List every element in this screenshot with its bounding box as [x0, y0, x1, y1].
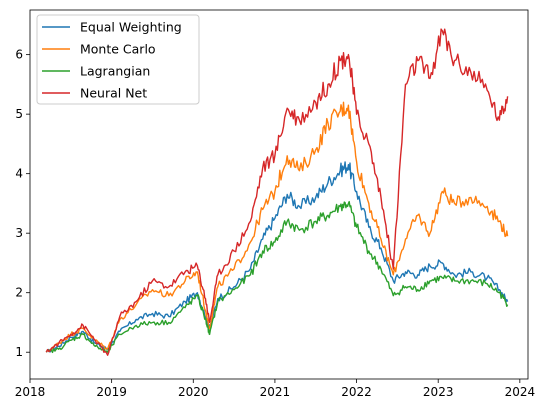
y-tick-label: 5 [15, 107, 23, 121]
y-tick-label: 3 [15, 226, 23, 240]
plot-frame [29, 9, 529, 380]
legend: Equal Weighting Monte Carlo Lagrangian Neur… [36, 14, 200, 105]
x-tick-label: 2024 [505, 385, 536, 399]
x-tick-label: 2021 [260, 385, 291, 399]
x-tick-label: 2020 [178, 385, 209, 399]
y-tick-label: 4 [15, 167, 23, 181]
x-tick-label: 2023 [423, 385, 454, 399]
legend-label: Equal Weighting [80, 20, 182, 35]
y-tick-label: 2 [15, 286, 23, 300]
x-tick-label: 2022 [341, 385, 372, 399]
series-line-2 [45, 200, 509, 354]
x-tick-label: 2019 [96, 385, 127, 399]
x-axis-ticks: 2018 2019 2020 2021 2022 2023 2024 [15, 379, 535, 399]
series-lines [45, 28, 509, 356]
series-line-1 [45, 101, 509, 353]
series-line-3 [45, 28, 509, 356]
series-line-0 [45, 161, 509, 353]
x-tick-label: 2018 [15, 385, 46, 399]
y-tick-label: 1 [15, 345, 23, 359]
legend-label: Neural Net [80, 86, 147, 101]
legend-label: Lagrangian [80, 64, 150, 79]
y-tick-label: 6 [15, 48, 23, 62]
legend-label: Monte Carlo [80, 42, 156, 57]
legend-box [36, 14, 200, 105]
y-axis-ticks: 1 2 3 4 5 6 [15, 48, 30, 359]
